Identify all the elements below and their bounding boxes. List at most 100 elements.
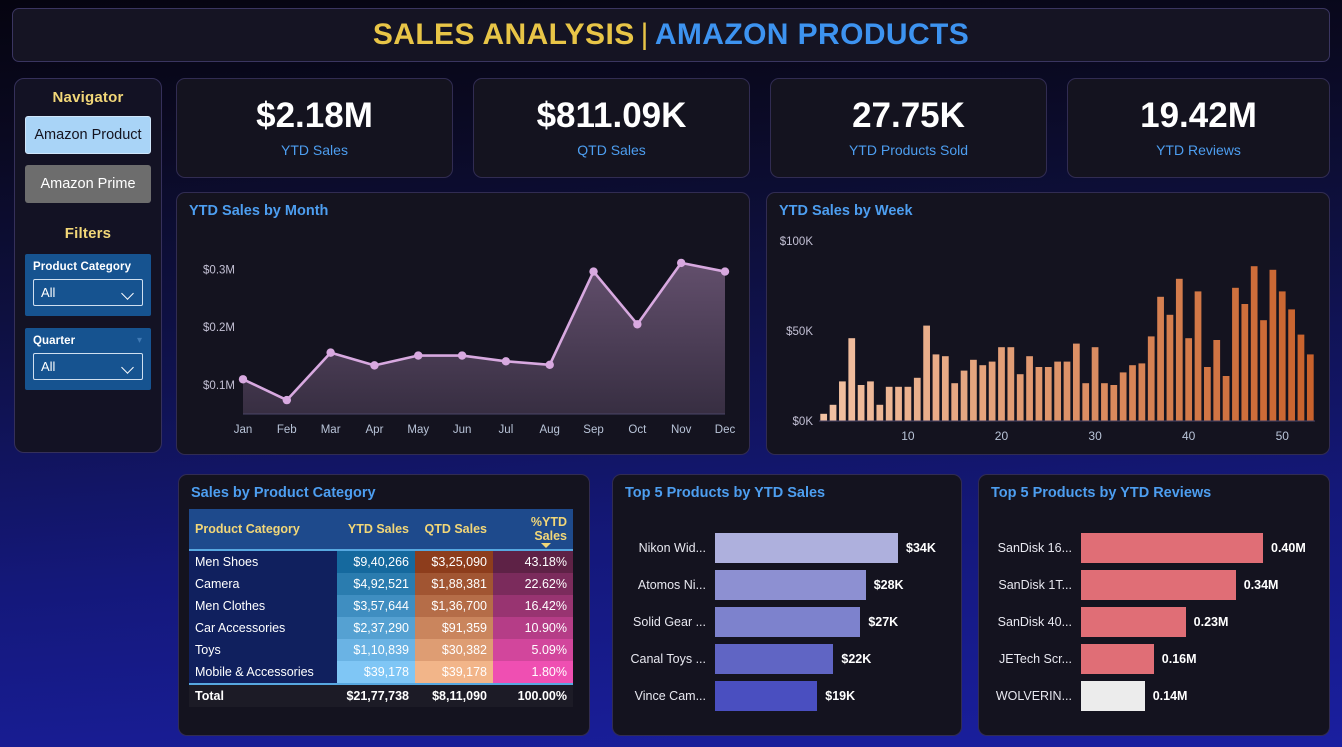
column-header-pct-ytd-sales[interactable]: %YTD Sales	[493, 509, 573, 551]
bar[interactable]	[1194, 291, 1202, 421]
bar[interactable]	[904, 386, 912, 421]
table-row[interactable]: Mobile & Accessories $39,178 $39,178 1.80%	[189, 661, 573, 684]
column-header-qtd-sales[interactable]: QTD Sales	[415, 509, 493, 551]
bar[interactable]	[941, 356, 949, 421]
bar-row[interactable]: Vince Cam... $19K	[619, 681, 855, 711]
bar[interactable]	[1288, 309, 1295, 421]
bar[interactable]	[895, 386, 902, 421]
bar[interactable]	[1129, 365, 1136, 421]
bar-chart-ytd-sales-by-week[interactable]: $0K $50K $100K 10 20 30 40 50	[767, 193, 1331, 456]
line-chart-data-point[interactable]	[633, 320, 642, 329]
bar[interactable]	[951, 383, 959, 421]
bar[interactable]	[1185, 338, 1193, 421]
bar[interactable]	[829, 404, 837, 421]
bar[interactable]	[1260, 320, 1267, 421]
line-chart-data-point[interactable]	[370, 361, 379, 370]
line-chart-data-point[interactable]	[720, 267, 730, 276]
bar[interactable]	[1119, 372, 1127, 421]
bar[interactable]	[715, 533, 898, 563]
bar[interactable]	[1063, 361, 1071, 421]
bar[interactable]	[715, 607, 861, 637]
bar[interactable]	[960, 370, 968, 421]
column-header-ytd-sales[interactable]: YTD Sales	[337, 509, 415, 551]
bar[interactable]	[988, 361, 996, 421]
bar[interactable]	[1082, 383, 1090, 421]
bar-row[interactable]: Nikon Wid... $34K	[619, 533, 936, 563]
bar[interactable]	[913, 377, 921, 421]
line-chart-data-point[interactable]	[282, 395, 292, 405]
bar[interactable]	[1081, 570, 1236, 600]
bar[interactable]	[1081, 644, 1154, 674]
sidebar-item-amazon-prime[interactable]: Amazon Prime	[25, 165, 151, 203]
bar-row[interactable]: SanDisk 16... 0.40M	[985, 533, 1306, 563]
bar[interactable]	[1157, 296, 1164, 421]
table-row[interactable]: Men Shoes $9,40,266 $3,25,090 43.18%	[189, 550, 573, 573]
bar[interactable]	[857, 385, 865, 421]
bar[interactable]	[1007, 347, 1015, 421]
bar-row[interactable]: SanDisk 40... 0.23M	[985, 607, 1228, 637]
bar[interactable]	[715, 644, 834, 674]
bar[interactable]	[1306, 354, 1314, 421]
bar[interactable]	[1081, 607, 1186, 637]
bar-row[interactable]: Solid Gear ... $27K	[619, 607, 898, 637]
bar[interactable]	[1250, 266, 1258, 421]
bar[interactable]	[932, 354, 940, 421]
bar[interactable]	[1081, 681, 1145, 711]
bar[interactable]	[1101, 383, 1108, 421]
line-chart-data-point[interactable]	[326, 348, 335, 357]
bar-row[interactable]: Atomos Ni... $28K	[619, 570, 904, 600]
line-chart-data-point[interactable]	[501, 357, 511, 366]
bar[interactable]	[1044, 367, 1052, 421]
product-category-dropdown[interactable]: All	[33, 279, 143, 306]
bar[interactable]	[1241, 304, 1249, 421]
bar[interactable]	[867, 381, 874, 421]
bar[interactable]	[1138, 363, 1146, 421]
bar[interactable]	[715, 681, 818, 711]
bar[interactable]	[820, 413, 828, 421]
bar[interactable]	[1166, 314, 1174, 421]
table-row[interactable]: Camera $4,92,521 $1,88,381 22.62%	[189, 573, 573, 595]
bar-row[interactable]: WOLVERIN... 0.14M	[985, 681, 1187, 711]
bar[interactable]	[848, 338, 856, 421]
line-chart-data-point[interactable]	[238, 375, 248, 384]
bar[interactable]	[1232, 287, 1239, 421]
bar[interactable]	[1278, 291, 1286, 421]
column-header-product-category[interactable]: Product Category	[189, 509, 337, 551]
chevron-down-icon[interactable]: ▾	[136, 335, 142, 346]
sidebar-item-amazon-product[interactable]: Amazon Product	[25, 116, 151, 154]
bar[interactable]	[885, 386, 893, 421]
line-chart-data-point[interactable]	[589, 267, 598, 276]
bar[interactable]	[839, 381, 846, 421]
kpi-card-qtd-sales[interactable]: $811.09K QTD Sales	[473, 78, 750, 178]
kpi-card-ytd-products-sold[interactable]: 27.75K YTD Products Sold	[770, 78, 1047, 178]
quarter-dropdown[interactable]: All	[33, 353, 143, 380]
bar[interactable]	[1213, 340, 1221, 421]
bar-row[interactable]: JETech Scr... 0.16M	[985, 644, 1197, 674]
bar[interactable]	[1026, 356, 1033, 421]
bar-row[interactable]: Canal Toys ... $22K	[619, 644, 871, 674]
bar[interactable]	[1016, 374, 1024, 421]
table-row[interactable]: Car Accessories $2,37,290 $91,359 10.90%	[189, 617, 573, 639]
kpi-card-ytd-sales[interactable]: $2.18M YTD Sales	[176, 78, 453, 178]
bar[interactable]	[1297, 334, 1305, 421]
line-chart-data-point[interactable]	[676, 258, 686, 268]
bar[interactable]	[1081, 533, 1263, 563]
bar[interactable]	[923, 325, 930, 421]
sales-by-category-table[interactable]: Product Category YTD Sales QTD Sales %YT…	[189, 509, 573, 707]
bar[interactable]	[876, 404, 884, 421]
bar[interactable]	[1147, 336, 1155, 421]
bar[interactable]	[1054, 361, 1062, 421]
bar[interactable]	[979, 365, 987, 421]
bar[interactable]	[1110, 385, 1118, 421]
bar[interactable]	[1204, 367, 1211, 421]
bar[interactable]	[1269, 269, 1277, 421]
bar[interactable]	[1091, 347, 1099, 421]
bar[interactable]	[715, 570, 866, 600]
line-chart-ytd-sales-by-month[interactable]: $0.1M $0.2M $0.3M Jan Feb Mar Apr May Jun Jul Aug S…	[177, 193, 751, 456]
bar-row[interactable]: SanDisk 1T... 0.34M	[985, 570, 1278, 600]
kpi-card-ytd-reviews[interactable]: 19.42M YTD Reviews	[1067, 78, 1330, 178]
bar[interactable]	[970, 359, 977, 421]
bar[interactable]	[1072, 343, 1080, 421]
line-chart-data-point[interactable]	[414, 351, 423, 360]
line-chart-data-point[interactable]	[545, 360, 554, 369]
